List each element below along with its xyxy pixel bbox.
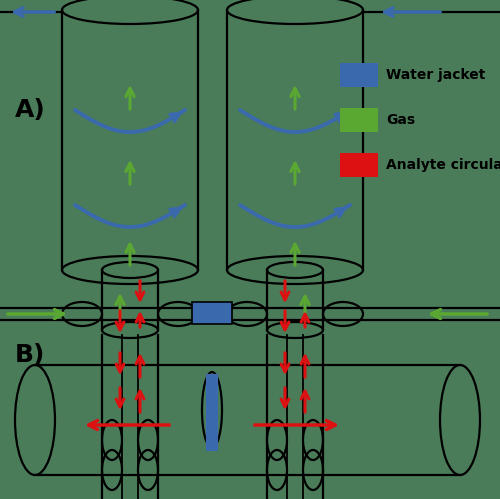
Text: Analyte circulation: Analyte circulation <box>386 158 500 172</box>
Text: Water jacket: Water jacket <box>386 68 486 82</box>
Text: Gas: Gas <box>386 113 415 127</box>
Bar <box>192 302 232 324</box>
Text: B): B) <box>15 343 46 367</box>
Bar <box>340 108 378 132</box>
Bar <box>340 153 378 177</box>
Text: A): A) <box>15 98 46 122</box>
Bar <box>340 63 378 87</box>
Bar <box>207 375 217 450</box>
